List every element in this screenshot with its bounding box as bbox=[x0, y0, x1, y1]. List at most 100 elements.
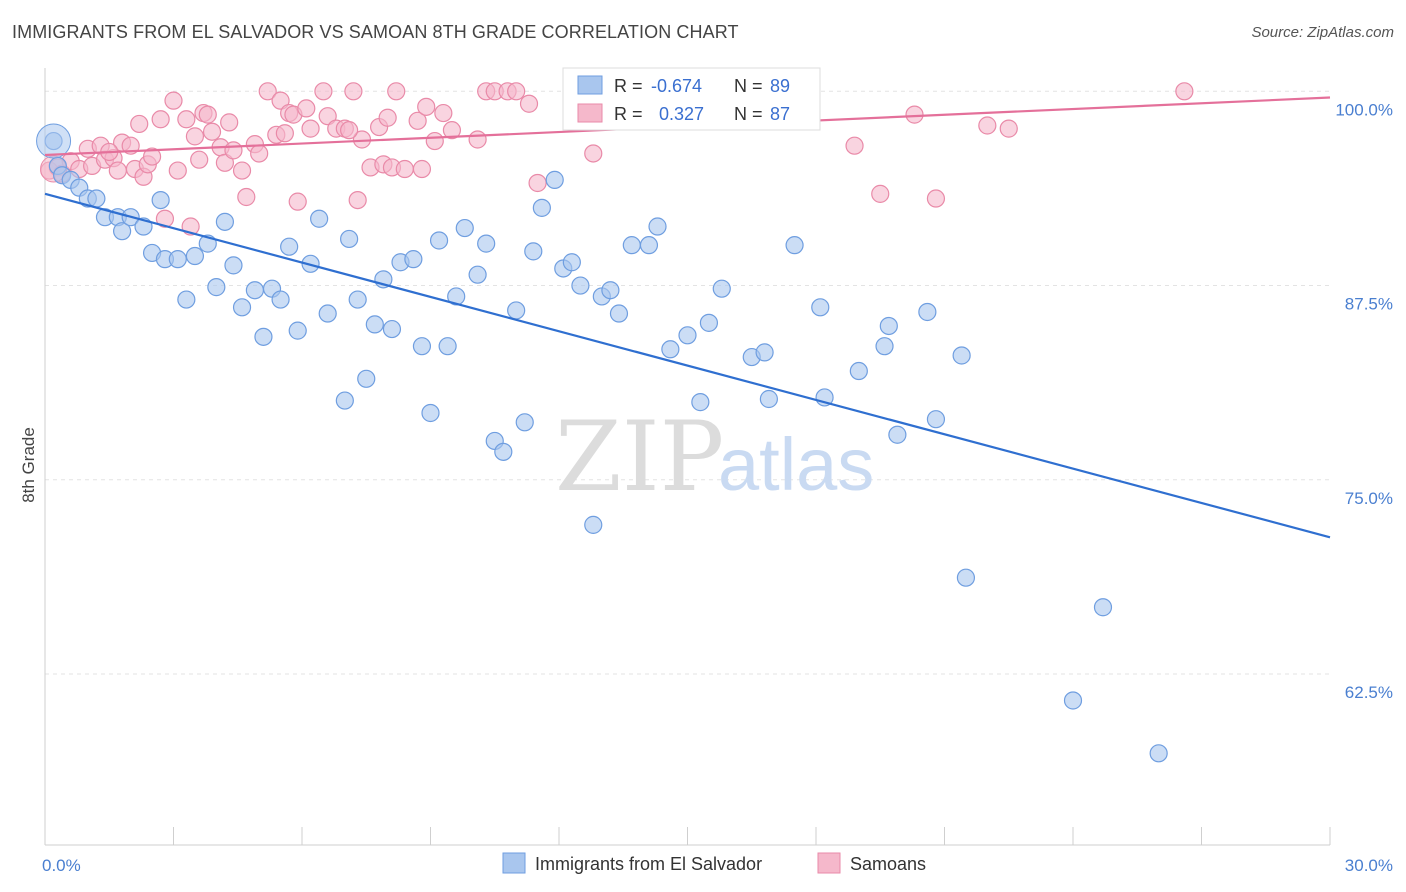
blue-point-40 bbox=[404, 250, 423, 269]
blue-point-35 bbox=[357, 369, 376, 388]
blue-point-13 bbox=[151, 190, 170, 210]
blue-point-53 bbox=[524, 242, 543, 261]
pink-point-67 bbox=[519, 94, 539, 113]
blue-point-84 bbox=[952, 346, 971, 365]
pink-r-value: 0.327 bbox=[659, 104, 704, 124]
blue-point-68 bbox=[691, 393, 710, 412]
blue-point-16 bbox=[177, 290, 196, 309]
pink-point-48 bbox=[348, 190, 367, 210]
pink-point-57 bbox=[408, 111, 427, 130]
pink-point-44 bbox=[318, 107, 337, 126]
pink-point-29 bbox=[220, 113, 239, 132]
blue-point-24 bbox=[254, 327, 273, 346]
pink-point-66 bbox=[507, 82, 526, 101]
blue-point-55 bbox=[545, 170, 564, 189]
blue-point-19 bbox=[207, 278, 226, 297]
svg-text:N =: N = bbox=[734, 76, 763, 96]
pink-point-20 bbox=[168, 161, 187, 180]
pink-point-76 bbox=[905, 105, 924, 124]
svg-text:R =: R = bbox=[614, 104, 643, 124]
pink-point-17 bbox=[151, 110, 170, 129]
pink-point-79 bbox=[999, 119, 1018, 138]
blue-point-87 bbox=[1093, 598, 1113, 617]
blue-point-78 bbox=[849, 361, 868, 381]
blue-point-38 bbox=[382, 319, 402, 339]
pink-point-58 bbox=[417, 97, 436, 116]
legend-label-el-salvador: Immigrants from El Salvador bbox=[535, 854, 762, 874]
pink-point-23 bbox=[185, 127, 205, 146]
pink-point-26 bbox=[202, 122, 222, 141]
blue-point-42 bbox=[421, 403, 440, 423]
pink-point-19 bbox=[164, 91, 183, 110]
el-salvador-points bbox=[36, 108, 1168, 763]
y-tick-label-1: 87.5% bbox=[1345, 295, 1393, 314]
blue-point-46 bbox=[455, 218, 474, 238]
blue-point-36 bbox=[365, 315, 384, 334]
blue-point-43 bbox=[429, 231, 449, 250]
blue-point-69 bbox=[699, 313, 719, 332]
blue-stat-swatch bbox=[577, 75, 603, 95]
blue-point-74 bbox=[759, 389, 778, 409]
blue-n-value: 89 bbox=[770, 76, 790, 96]
pink-point-84 bbox=[275, 124, 294, 143]
blue-point-20 bbox=[215, 212, 234, 231]
blue-point-51 bbox=[507, 301, 526, 320]
pink-point-61 bbox=[442, 121, 462, 140]
blue-point-47 bbox=[468, 265, 487, 284]
blue-point-22 bbox=[232, 298, 252, 317]
blue-point-27 bbox=[280, 237, 299, 256]
blue-point-26 bbox=[271, 290, 290, 309]
pink-point-25 bbox=[198, 105, 217, 124]
x-tick-label-0: 0.0% bbox=[42, 856, 81, 875]
pink-point-16 bbox=[142, 147, 162, 166]
pink-point-82 bbox=[130, 114, 149, 134]
svg-text:atlas: atlas bbox=[718, 423, 874, 506]
bottom-legend: Immigrants from El Salvador Samoans bbox=[502, 852, 926, 874]
pink-point-42 bbox=[301, 119, 320, 138]
pink-point-56 bbox=[395, 159, 414, 179]
blue-point-86 bbox=[1063, 691, 1083, 710]
y-axis-title: 8th Grade bbox=[19, 427, 38, 503]
pink-point-62 bbox=[468, 130, 487, 149]
blue-point-58 bbox=[571, 276, 590, 295]
pink-point-78 bbox=[978, 116, 997, 135]
blue-point-48 bbox=[477, 234, 496, 253]
pink-point-43 bbox=[314, 82, 333, 101]
blue-point-45 bbox=[447, 287, 466, 306]
pink-point-59 bbox=[425, 131, 444, 151]
pink-point-60 bbox=[434, 103, 453, 123]
pink-point-83 bbox=[190, 150, 209, 169]
legend-swatch-el-salvador bbox=[502, 852, 526, 874]
y-tick-label-0: 100.0% bbox=[1335, 100, 1393, 119]
y-tick-label-2: 75.0% bbox=[1345, 489, 1393, 508]
source-credit: Source: ZipAtlas.com bbox=[1251, 24, 1394, 41]
pink-point-86 bbox=[412, 159, 432, 179]
blue-point-61 bbox=[601, 281, 620, 300]
pink-point-18 bbox=[155, 209, 175, 228]
blue-point-30 bbox=[310, 209, 329, 228]
blue-point-82 bbox=[918, 302, 937, 322]
blue-point-57 bbox=[562, 253, 581, 272]
legend-label-samoans: Samoans bbox=[850, 854, 926, 874]
blue-point-75 bbox=[785, 236, 804, 255]
blue-point-15 bbox=[168, 250, 187, 269]
pink-point-75 bbox=[871, 184, 890, 203]
blue-point-21 bbox=[224, 256, 243, 275]
blue-point-88 bbox=[1149, 744, 1168, 763]
pink-point-35 bbox=[258, 82, 277, 101]
y-tick-label-3: 62.5% bbox=[1345, 683, 1393, 702]
pink-point-53 bbox=[378, 108, 397, 127]
pink-point-30 bbox=[224, 141, 243, 160]
pink-point-77 bbox=[926, 189, 946, 208]
pink-n-value: 87 bbox=[770, 104, 790, 124]
pink-stat-swatch bbox=[577, 103, 603, 123]
pink-point-40 bbox=[288, 192, 307, 211]
blue-point-6 bbox=[87, 189, 106, 208]
blue-trend-line bbox=[44, 192, 1331, 539]
pink-point-28 bbox=[215, 153, 234, 172]
blue-point-31 bbox=[318, 304, 337, 323]
zipatlas-watermark: ZIP atlas bbox=[555, 401, 874, 513]
blue-point-17 bbox=[185, 246, 205, 266]
blue-point-54 bbox=[532, 198, 551, 217]
